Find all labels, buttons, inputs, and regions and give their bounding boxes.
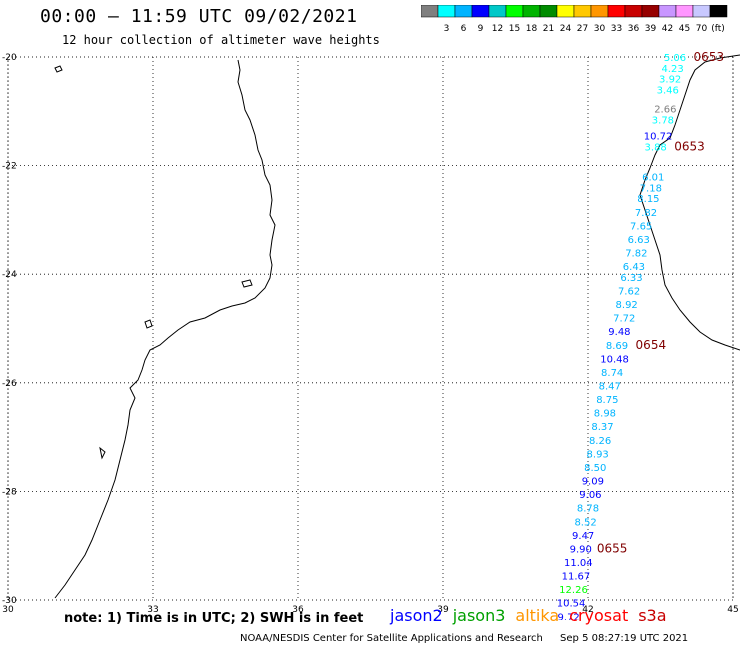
legend-jason3: jason3 — [452, 606, 506, 625]
colorbar-label: 3 — [444, 24, 450, 34]
colorbar-label: 45 — [679, 24, 690, 34]
swh-value: 9.48 — [608, 327, 630, 338]
swh-value: 11.04 — [564, 558, 593, 569]
swh-value: 9.06 — [579, 490, 601, 501]
axis-ticks: 30 33 36 39 42 45 -20 -22 -24 -26 -28 -30 — [2, 53, 739, 615]
footer-credit: NOAA/NESDIS Center for Satellite Applica… — [240, 633, 543, 644]
swh-value: 8.75 — [596, 395, 618, 406]
swh-value: 8.74 — [601, 368, 623, 379]
y-tick-label: -28 — [2, 487, 17, 497]
colorbar-label: 18 — [526, 24, 538, 34]
colorbar: 3 6 9 12 15 18 21 24 27 30 33 36 39 42 45 70 (ft) — [421, 5, 728, 34]
colorbar-label: 33 — [611, 24, 622, 34]
legend-jason2: jason2 — [390, 606, 443, 625]
time-label: 0653 — [694, 50, 725, 64]
swh-value: 6.63 — [628, 235, 650, 246]
swh-value: 9.47 — [572, 531, 594, 542]
satellite-legend: jason2 jason3 altika cryosat s3a — [390, 606, 677, 625]
time-labels: 0653 0653 0654 0655 — [597, 50, 724, 555]
legend-s3a: s3a — [638, 606, 667, 625]
colorbar-label: 12 — [492, 24, 503, 34]
swh-value: 3.46 — [657, 86, 679, 97]
colorbar-label: 36 — [628, 24, 640, 34]
swh-value: 9.90 — [570, 544, 592, 555]
swh-value: 7.82 — [625, 248, 647, 259]
swh-value: 7.62 — [618, 286, 640, 297]
grid — [7, 56, 734, 601]
swh-value: 3.92 — [659, 75, 681, 86]
swh-value: 6.43 — [623, 262, 645, 273]
coastline — [54, 54, 740, 599]
colorbar-label: 9 — [478, 24, 484, 34]
swh-value: 11.67 — [562, 572, 591, 583]
colorbar-label: 6 — [461, 24, 467, 34]
swh-value: 8.78 — [577, 504, 599, 515]
y-tick-label: -26 — [2, 379, 17, 389]
footer: NOAA/NESDIS Center for Satellite Applica… — [240, 633, 688, 644]
plot-frame — [7, 56, 734, 601]
swh-value: 5.06 — [664, 53, 686, 64]
colorbar-unit: (ft) — [711, 24, 725, 34]
x-tick-label: 39 — [437, 605, 449, 615]
swh-value: 8.93 — [587, 449, 609, 460]
legend-cryosat: cryosat — [569, 606, 629, 625]
swh-value: 8.26 — [589, 436, 611, 447]
y-tick-label: -30 — [2, 596, 17, 606]
swh-value: 7.82 — [635, 208, 657, 219]
y-tick-label: -24 — [2, 270, 17, 280]
colorbar-swatch — [709, 5, 728, 18]
colorbar-label: 15 — [509, 24, 520, 34]
swh-value: 8.15 — [637, 194, 659, 205]
map-plot: 30 33 36 39 42 45-20-22-24-26-28-30 5.064.233… — [2, 50, 740, 620]
colorbar-label: 21 — [543, 24, 554, 34]
chart-title: 00:00 – 11:59 UTC 09/02/2021 — [40, 6, 358, 27]
colorbar-label: 70 — [696, 24, 708, 34]
colorbar-label: 39 — [645, 24, 657, 34]
frame-rect — [7, 56, 734, 601]
swh-value: 12.26 — [559, 585, 588, 596]
colorbar-label: 42 — [662, 24, 673, 34]
swh-value: 4.23 — [661, 64, 683, 75]
swh-value: 7.65 — [630, 221, 652, 232]
note-text: note: 1) Time is in UTC; 2) SWH is in fe… — [64, 611, 364, 626]
swh-value: 10.48 — [600, 354, 629, 365]
data-points: 5.064.233.923.46 2.663.78 10.723.88 6.017.1… — [557, 53, 686, 620]
swh-value: 8.50 — [584, 463, 606, 474]
swh-value: 8.92 — [616, 300, 638, 311]
swh-value: 9.72 — [558, 612, 580, 620]
swh-value: 8.37 — [591, 422, 613, 433]
swh-value: 3.88 — [645, 143, 667, 154]
time-label: 0655 — [597, 541, 628, 555]
swh-value: 9.09 — [582, 477, 604, 488]
x-tick-label: 42 — [582, 605, 593, 615]
chart-subtitle: 12 hour collection of altimeter wave hei… — [62, 33, 380, 47]
colorbar-label: 24 — [560, 24, 572, 34]
swh-value: 7.72 — [613, 314, 635, 325]
swh-value: 10.54 — [557, 599, 586, 610]
swh-value: 8.69 — [606, 341, 628, 352]
swh-value: 3.78 — [652, 115, 674, 126]
x-tick-label: 36 — [292, 605, 304, 615]
swh-value: 7.18 — [640, 183, 662, 194]
colorbar-label: 30 — [594, 24, 606, 34]
time-label: 0653 — [674, 140, 705, 154]
y-tick-label: -22 — [2, 162, 17, 172]
swh-value: 2.66 — [654, 105, 676, 116]
swh-value: 8.52 — [574, 517, 596, 528]
swh-value: 8.47 — [599, 382, 621, 393]
x-tick-label: 33 — [147, 605, 158, 615]
swh-value: 6.01 — [642, 172, 664, 183]
swh-value: 10.72 — [644, 132, 673, 143]
y-tick-label: -20 — [2, 53, 17, 63]
time-label: 0654 — [636, 338, 667, 352]
x-tick-label: 45 — [727, 605, 738, 615]
footer-timestamp: Sep 5 08:27:19 UTC 2021 — [560, 633, 689, 644]
colorbar-label: 27 — [577, 24, 588, 34]
swh-value: 6.33 — [620, 273, 642, 284]
swh-value: 8.98 — [594, 409, 616, 420]
x-tick-label: 30 — [2, 605, 14, 615]
legend-altika: altika — [515, 606, 560, 625]
